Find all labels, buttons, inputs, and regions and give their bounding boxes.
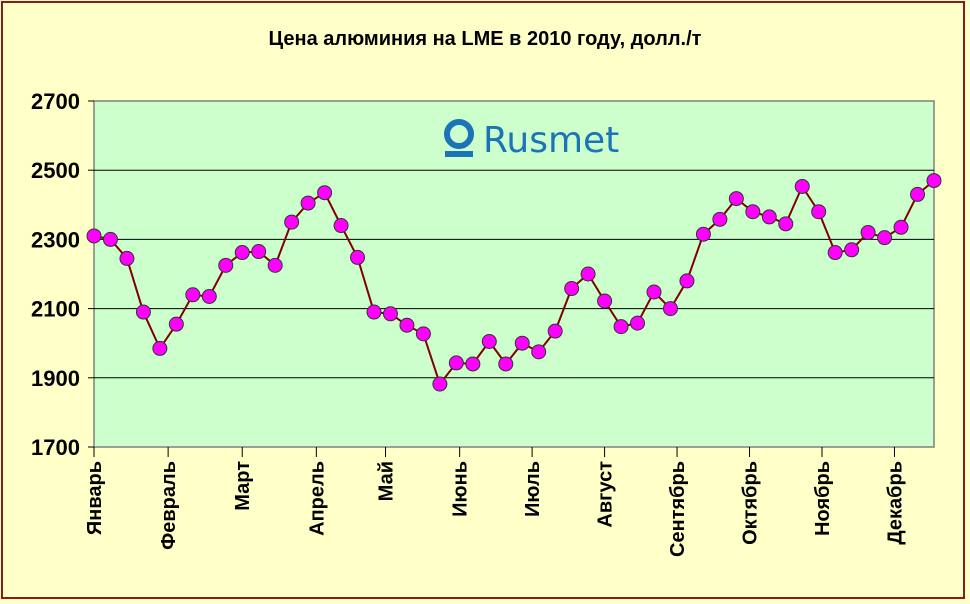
rusmet-logo: Rusmet [444,119,619,161]
data-point [547,323,563,339]
data-point [761,209,777,225]
data-point [251,244,267,260]
data-point [284,214,300,230]
x-tick-label: Ноябрь [812,461,834,536]
data-point [695,226,711,242]
data-point [201,288,217,304]
data-point [926,173,942,189]
data-point [597,293,613,309]
data-point [662,301,678,317]
data-point [267,257,283,273]
chart-title: Цена алюминия на LME в 2010 году, долл./… [269,28,702,50]
x-tick-label: Сентябрь [667,461,689,557]
y-tick-label: 2100 [31,297,80,322]
data-point [333,218,349,234]
y-tick-label: 2500 [31,158,80,183]
rusmet-logo-text: Rusmet [483,120,619,161]
x-tick-label: Май [376,461,398,501]
data-point [630,315,646,331]
data-point [102,231,118,247]
data-point [580,266,596,282]
data-point [860,224,876,240]
data-point [811,204,827,220]
data-point [350,249,366,265]
y-tick-label: 2300 [31,227,80,252]
data-point [234,245,250,261]
data-point [168,316,184,332]
data-point [646,284,662,300]
data-point [399,317,415,333]
x-tick-label: Декабрь [884,461,906,545]
data-point [679,273,695,289]
x-tick-label: Июль [522,461,544,517]
grid-lines [94,169,934,379]
data-point [119,250,135,266]
data-point [498,356,514,372]
data-point [728,191,744,207]
x-tick-label: Август [595,461,617,528]
data-point [135,304,151,320]
y-tick-label: 2700 [31,89,80,114]
data-point [910,186,926,202]
x-tick-label: Апрель [306,461,328,536]
x-tick-label: Октябрь [740,461,762,545]
y-axis: 1700 1900 2100 2300 2500 2700 [31,89,94,460]
x-tick-label: Февраль [158,461,180,550]
plot-area [93,100,935,448]
data-point [481,333,497,349]
x-tick-label: Июнь [450,461,472,517]
rusmet-logo-icon [444,119,474,149]
data-point [415,326,431,342]
data-point [366,304,382,320]
data-point [317,185,333,201]
data-point [613,319,629,335]
data-point [86,228,102,244]
data-point [564,281,580,297]
data-point [185,287,201,303]
data-point [514,335,530,351]
data-point [877,230,893,246]
rusmet-logo-bar [445,151,473,157]
x-tick-label: Январь [84,461,106,535]
data-point [448,355,464,371]
data-point [531,344,547,360]
data-point [152,340,168,356]
y-tick-label: 1700 [31,435,80,460]
series-markers [86,173,942,392]
data-point [465,356,481,372]
x-tick-label: Март [232,461,254,511]
data-point [827,245,843,261]
y-tick-label: 1900 [31,366,80,391]
data-point [794,178,810,194]
data-point [712,211,728,227]
series-line [93,179,935,387]
data-point [300,195,316,211]
data-point [778,216,794,232]
data-point [218,257,234,273]
x-axis: Январь Февраль Март Апрель Май Июнь Июль Август… [84,447,906,557]
data-point [432,376,448,392]
data-point [893,219,909,235]
data-point [844,242,860,258]
data-point [745,204,761,220]
data-point [382,306,398,322]
